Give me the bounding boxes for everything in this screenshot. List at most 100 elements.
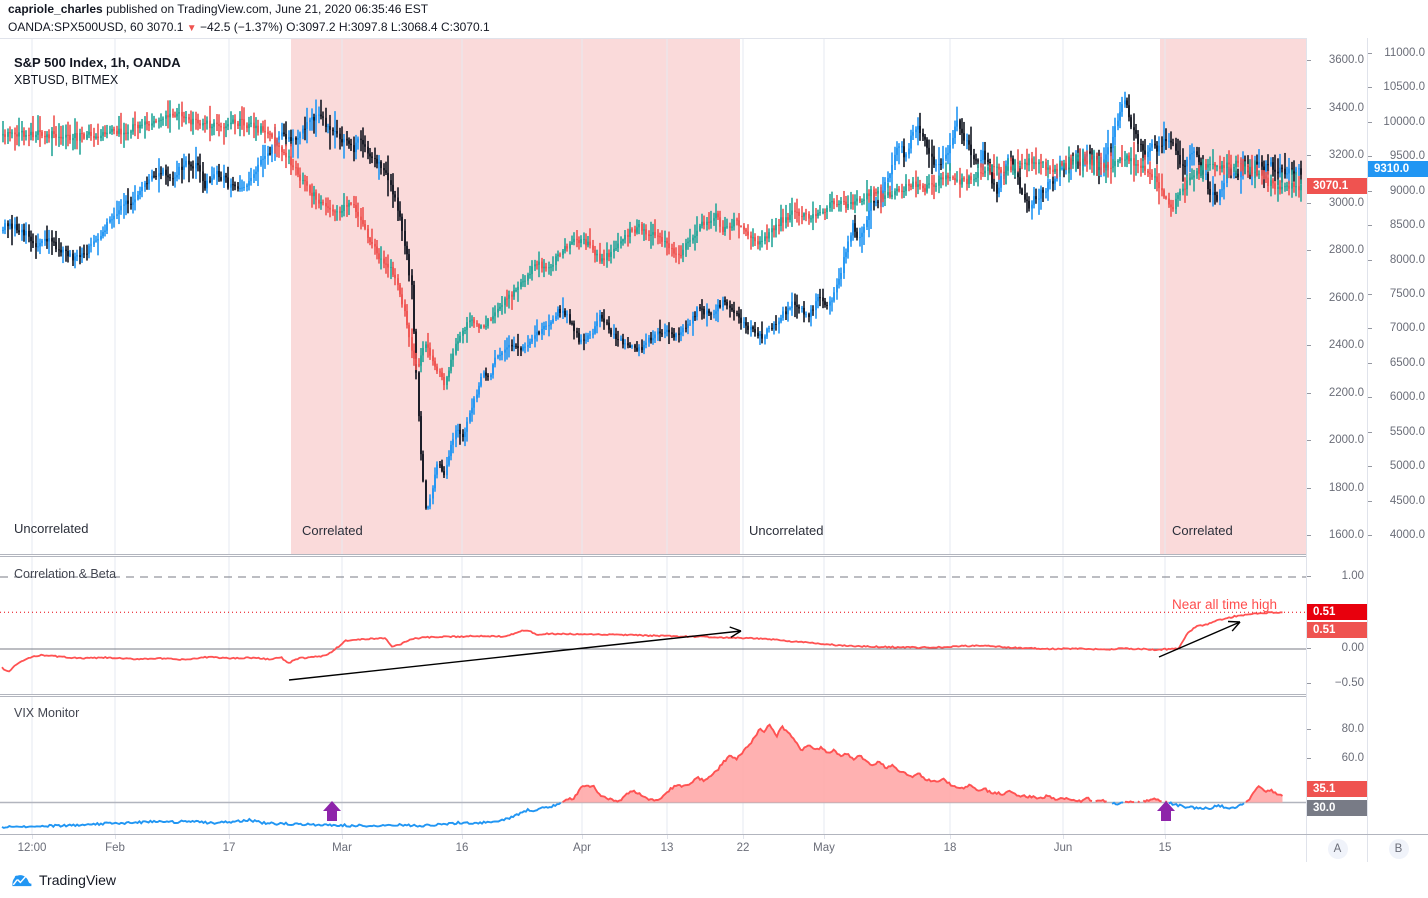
axis-a-corr-badge-lower[interactable]: 0.51: [1307, 622, 1368, 638]
price-pane[interactable]: S&P 500 Index, 1h, OANDA XBTUSD, BITMEX …: [0, 38, 1306, 555]
axis-b-tickmark: [1368, 397, 1372, 399]
axis-a-tick-label: 3200.0: [1328, 149, 1364, 161]
ohlc-l-value: 3068.4: [400, 20, 438, 34]
axis-b-tick-label: 9000.0: [1389, 184, 1425, 197]
time-axis-tickmark: [743, 835, 744, 839]
scale-button-a[interactable]: A: [1306, 835, 1368, 863]
axis-b-tickmark: [1368, 535, 1372, 536]
time-axis-label: Apr: [573, 842, 591, 854]
correlated-zone-2: [1160, 39, 1306, 555]
vix-monitor-pane[interactable]: VIX Monitor: [0, 696, 1306, 835]
ohlc-l-label: L:: [390, 20, 401, 34]
axis-a-corr-tick-label: 1.00: [1341, 570, 1364, 582]
axis-a-tick-label: 3600.0: [1328, 54, 1364, 66]
publication-info: published on TradingView.com, June 21, 2…: [106, 2, 429, 16]
axis-a-last-price-badge[interactable]: 3070.1: [1307, 177, 1368, 194]
price-candles: [2, 39, 1302, 555]
axis-b-tickmark: [1368, 53, 1372, 54]
axis-b-tick-label: 7000.0: [1389, 322, 1425, 335]
axis-b-tickmark: [1368, 328, 1372, 330]
correlation-plot: [0, 557, 1306, 695]
last-price: 3070.1: [146, 20, 184, 34]
axis-a-corr-tickmark: [1307, 648, 1311, 649]
correlation-beta-pane[interactable]: Correlation & Beta Near all time high: [0, 556, 1306, 695]
zone-label-correlated-1: Correlated: [302, 523, 363, 538]
time-axis[interactable]: A B 12:00 Feb 17 Mar 16 Apr 13 22 May 18 Jun 15: [0, 834, 1428, 863]
axis-a-tickmark: [1307, 535, 1311, 536]
pane-divider-1[interactable]: [0, 554, 1428, 555]
time-axis-tickmark: [115, 835, 116, 839]
axis-a-tickmark: [1307, 202, 1311, 204]
axis-b-tickmark: [1368, 156, 1372, 158]
axis-a-tickmark: [1307, 345, 1311, 346]
axis-b-tickmark: [1368, 466, 1372, 468]
axis-b-tick-label: 9500.0: [1389, 150, 1425, 163]
purple-up-arrow-marker: [1157, 801, 1175, 821]
axis-b-tick-label: 5500.0: [1389, 425, 1425, 438]
axis-a-tickmark: [1307, 60, 1311, 61]
axis-b-tick-label: 6000.0: [1389, 391, 1425, 404]
axis-b-tick-label: 5000.0: [1389, 460, 1425, 473]
price-scale-a[interactable]: 3600.0 3400.0 3200.0 3000.0 2800.0 2600.0 2400…: [1306, 38, 1368, 834]
axis-a-vix-tick-label: 60.0: [1341, 752, 1364, 764]
time-axis-label: Jun: [1053, 842, 1073, 854]
axis-b-last-price-badge[interactable]: 9310.0: [1368, 161, 1428, 178]
axis-b-tick-label: 8000.0: [1389, 253, 1425, 266]
pane-divider-2[interactable]: [0, 694, 1428, 695]
ohlc-c-value: 3070.1: [452, 20, 490, 34]
axis-a-tick-label: 2200.0: [1328, 386, 1364, 399]
axis-a-vix-tick-label: 80.0: [1341, 723, 1364, 735]
axis-b-tick-label: 4000.0: [1389, 529, 1425, 541]
time-axis-tickmark: [1165, 835, 1166, 839]
time-axis-label: 18: [943, 842, 957, 854]
axis-a-vix-badge[interactable]: 35.1: [1307, 781, 1368, 797]
axis-a-vix-threshold-badge[interactable]: 30.0: [1307, 800, 1368, 816]
zone-label-uncorrelated-1: Uncorrelated: [14, 521, 89, 536]
time-axis-tickmark: [342, 835, 343, 839]
axis-a-corr-tick-label: −0.50: [1334, 677, 1364, 689]
axis-a-tickmark: [1307, 440, 1311, 441]
ohlc-h-value: 3097.8: [350, 20, 388, 34]
time-axis-tickmark: [462, 835, 463, 839]
publication-header: capriole_charles published on TradingVie…: [8, 2, 428, 17]
axis-a-tick-label: 1800.0: [1328, 481, 1364, 494]
axis-a-tickmark: [1307, 107, 1311, 109]
near-all-time-high-annotation: Near all time high: [1172, 597, 1278, 612]
tradingview-logo-icon: [12, 875, 32, 887]
axis-b-tickmark: [1368, 121, 1372, 123]
axis-b-tick-label: 6500.0: [1389, 356, 1425, 369]
axis-b-tickmark: [1368, 431, 1372, 433]
axis-b-tick-label: 10000.0: [1383, 115, 1425, 128]
time-axis-label: 22: [736, 842, 750, 854]
axis-b-tick-label: 8500.0: [1389, 219, 1425, 232]
legend-spx: S&P 500 Index, 1h, OANDA: [14, 55, 181, 70]
symbol-quote-row: OANDA:SPX500USD, 60 3070.1 ▼ −42.5 (−1.3…: [8, 20, 490, 36]
zone-label-correlated-2: Correlated: [1172, 523, 1233, 538]
axis-a-corr-tickmark: [1307, 683, 1311, 684]
scale-button-b[interactable]: B: [1367, 835, 1428, 863]
axis-b-tickmark: [1368, 294, 1372, 295]
axis-a-tickmark: [1307, 155, 1311, 156]
axis-a-tick-label: 2600.0: [1328, 291, 1364, 304]
time-axis-label: 16: [455, 842, 469, 854]
down-triangle-icon: ▼: [186, 23, 197, 34]
correlated-zone-1: [291, 39, 740, 555]
axis-a-tickmark: [1307, 297, 1311, 299]
axis-b-tick-label: 7500.0: [1389, 288, 1425, 300]
axis-a-tick-label: 1600.0: [1328, 529, 1364, 541]
time-axis-label: Mar: [332, 842, 352, 854]
time-axis-tickmark: [1063, 835, 1064, 839]
axis-b-tickmark: [1368, 87, 1372, 89]
axis-b-tick-label: 11000.0: [1384, 47, 1425, 59]
footer-branding: TradingView: [0, 862, 1428, 898]
price-scale-b[interactable]: 11000.0 10500.0 10000.0 9500.0 9000.0 8500.0 8…: [1367, 38, 1428, 834]
symbol-label: OANDA:SPX500USD, 60: [8, 20, 144, 34]
time-axis-tickmark: [950, 835, 951, 839]
ohlc-o-value: 3097.2: [298, 20, 336, 34]
zone-label-uncorrelated-2: Uncorrelated: [749, 523, 824, 538]
time-axis-label: May: [813, 842, 835, 854]
axis-b-tickmark: [1368, 190, 1372, 192]
time-axis-label: 17: [222, 842, 236, 854]
axis-a-corr-badge-upper[interactable]: 0.51: [1307, 604, 1368, 620]
